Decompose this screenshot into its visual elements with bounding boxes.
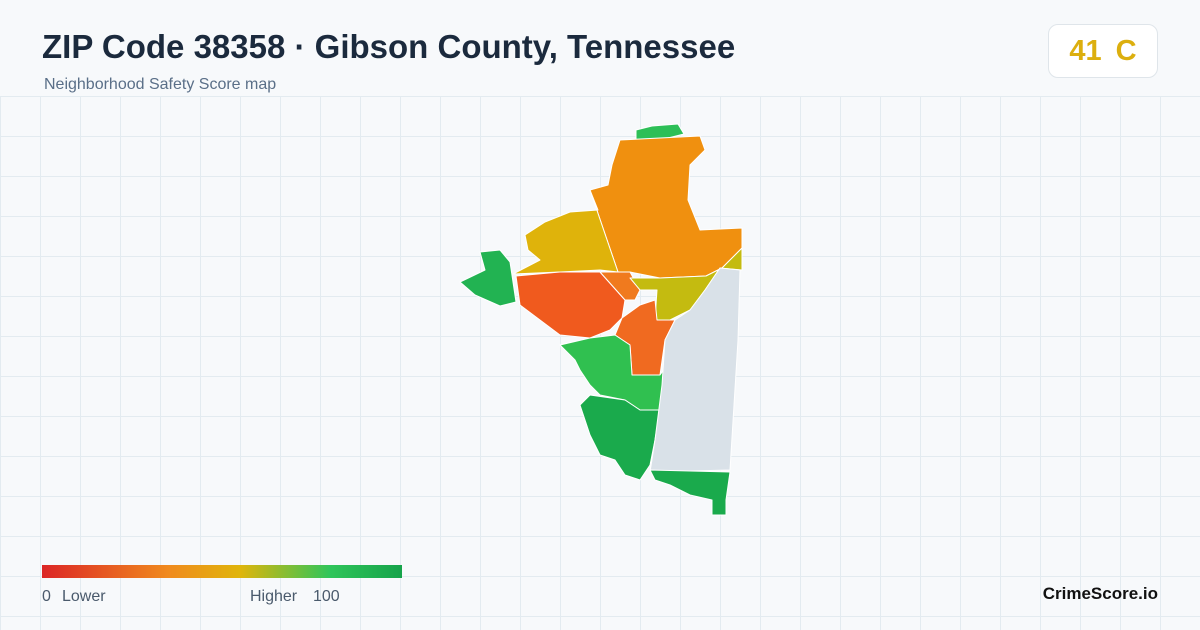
title: ZIP Code 38358 · Gibson County, Tennesse… [42,28,736,65]
region [459,249,517,307]
region-no-data [649,267,741,473]
legend-max-label: Higher [250,588,298,605]
legend-gradient [42,565,402,578]
region [649,469,731,516]
legend-min-label: Lower [62,588,106,605]
region [599,271,641,301]
subtitle: Neighborhood Safety Score map [44,76,277,93]
region [515,271,626,339]
region [579,394,661,481]
region [512,189,619,275]
brand: CrimeScore.io [1042,584,1158,603]
legend-min: 0 [42,588,51,605]
legend-max: 100 [313,588,340,605]
score-grade: C [1115,34,1137,67]
score-value: 41 [1069,34,1102,67]
score-badge: 41 C [1048,24,1158,78]
